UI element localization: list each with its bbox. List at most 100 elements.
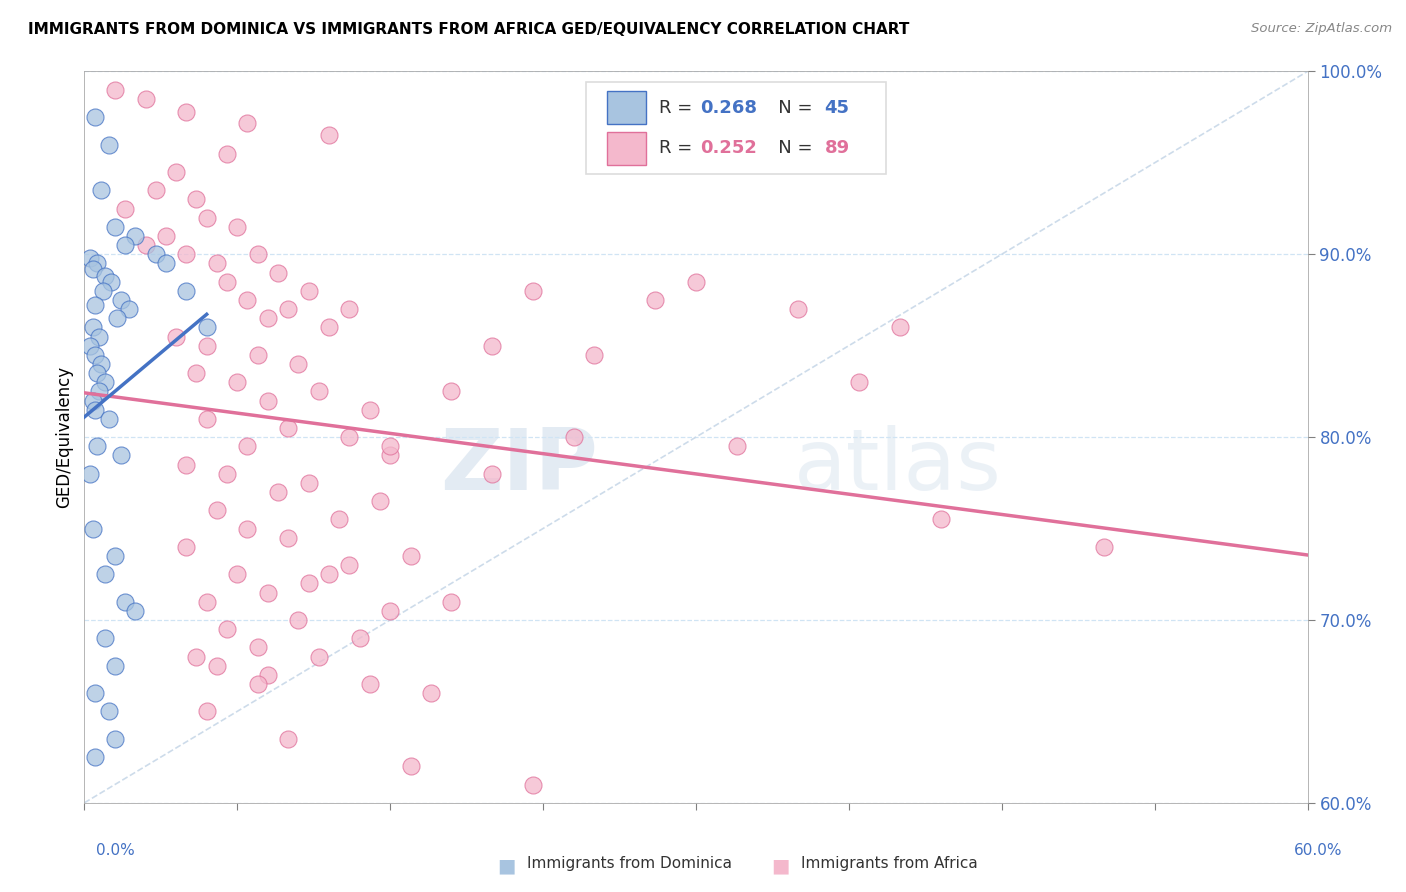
Point: [380, 604, 402, 618]
Point: [114, 202, 136, 216]
Point: [124, 604, 146, 618]
Point: [308, 384, 330, 399]
Point: [87, 384, 110, 399]
Point: [110, 293, 132, 307]
Point: [318, 320, 340, 334]
Point: [889, 320, 911, 334]
Text: 0.268: 0.268: [700, 99, 756, 117]
Point: [246, 677, 269, 691]
Point: [277, 731, 299, 746]
Text: N =: N =: [761, 99, 818, 117]
Point: [174, 458, 197, 472]
Point: [236, 522, 259, 536]
Point: [440, 595, 463, 609]
Point: [82, 522, 104, 536]
Point: [93, 632, 115, 646]
Point: [118, 302, 141, 317]
Point: [186, 366, 208, 380]
Point: [562, 430, 585, 444]
Point: [236, 439, 259, 453]
Point: [114, 238, 136, 252]
Point: [195, 705, 218, 719]
Text: Immigrants from Africa: Immigrants from Africa: [801, 856, 979, 871]
Point: [318, 128, 340, 143]
Point: [104, 83, 127, 97]
Point: [90, 357, 112, 371]
Point: [339, 430, 361, 444]
Point: [339, 302, 361, 317]
Point: [380, 449, 402, 463]
Point: [83, 298, 105, 312]
FancyBboxPatch shape: [586, 82, 886, 174]
Point: [277, 421, 299, 435]
Point: [1092, 540, 1115, 554]
Point: [86, 366, 108, 380]
Point: [287, 613, 309, 627]
Point: [174, 284, 197, 298]
Point: [195, 320, 218, 334]
Point: [174, 247, 197, 261]
Point: [848, 376, 870, 390]
Point: [93, 376, 115, 390]
Point: [399, 549, 422, 563]
Point: [205, 503, 228, 517]
Point: [145, 183, 167, 197]
Point: [787, 302, 810, 317]
Point: [359, 677, 381, 691]
Point: [104, 219, 127, 234]
Text: R =: R =: [659, 139, 699, 157]
Point: [267, 266, 290, 280]
Point: [97, 137, 120, 152]
Point: [97, 705, 120, 719]
Point: [165, 165, 187, 179]
Point: [87, 329, 110, 343]
Point: [86, 439, 108, 453]
Point: [104, 549, 127, 563]
Text: 60.0%: 60.0%: [1295, 843, 1343, 858]
Point: [205, 256, 228, 270]
Point: [399, 759, 422, 773]
Point: [186, 649, 208, 664]
Point: [217, 146, 239, 161]
Point: [83, 686, 105, 700]
Point: [174, 104, 197, 119]
Point: [267, 485, 290, 500]
Text: atlas: atlas: [794, 425, 1002, 508]
Point: [104, 731, 127, 746]
Point: [380, 439, 402, 453]
Point: [481, 338, 503, 352]
Point: [217, 622, 239, 636]
Point: [217, 275, 239, 289]
Point: [79, 338, 101, 352]
Point: [174, 540, 197, 554]
FancyBboxPatch shape: [606, 92, 645, 124]
Point: [135, 92, 157, 106]
Point: [298, 284, 321, 298]
Point: [82, 261, 104, 276]
Point: [246, 348, 269, 362]
Point: [349, 632, 371, 646]
Point: [83, 110, 105, 124]
Point: [226, 219, 249, 234]
Point: [644, 293, 666, 307]
Point: [205, 658, 228, 673]
Point: [257, 585, 280, 599]
Point: [124, 229, 146, 244]
Point: [339, 558, 361, 573]
Point: [257, 393, 280, 408]
Text: 0.0%: 0.0%: [96, 843, 135, 858]
Point: [145, 247, 167, 261]
Point: [105, 311, 128, 326]
Point: [368, 494, 391, 508]
Point: [104, 658, 127, 673]
Text: 0.252: 0.252: [700, 139, 756, 157]
Point: [100, 275, 122, 289]
Point: [929, 512, 952, 526]
Point: [155, 229, 177, 244]
Point: [246, 640, 269, 655]
Point: [522, 778, 544, 792]
Point: [318, 567, 340, 582]
Point: [236, 115, 259, 129]
Point: [186, 192, 208, 206]
Point: [114, 595, 136, 609]
